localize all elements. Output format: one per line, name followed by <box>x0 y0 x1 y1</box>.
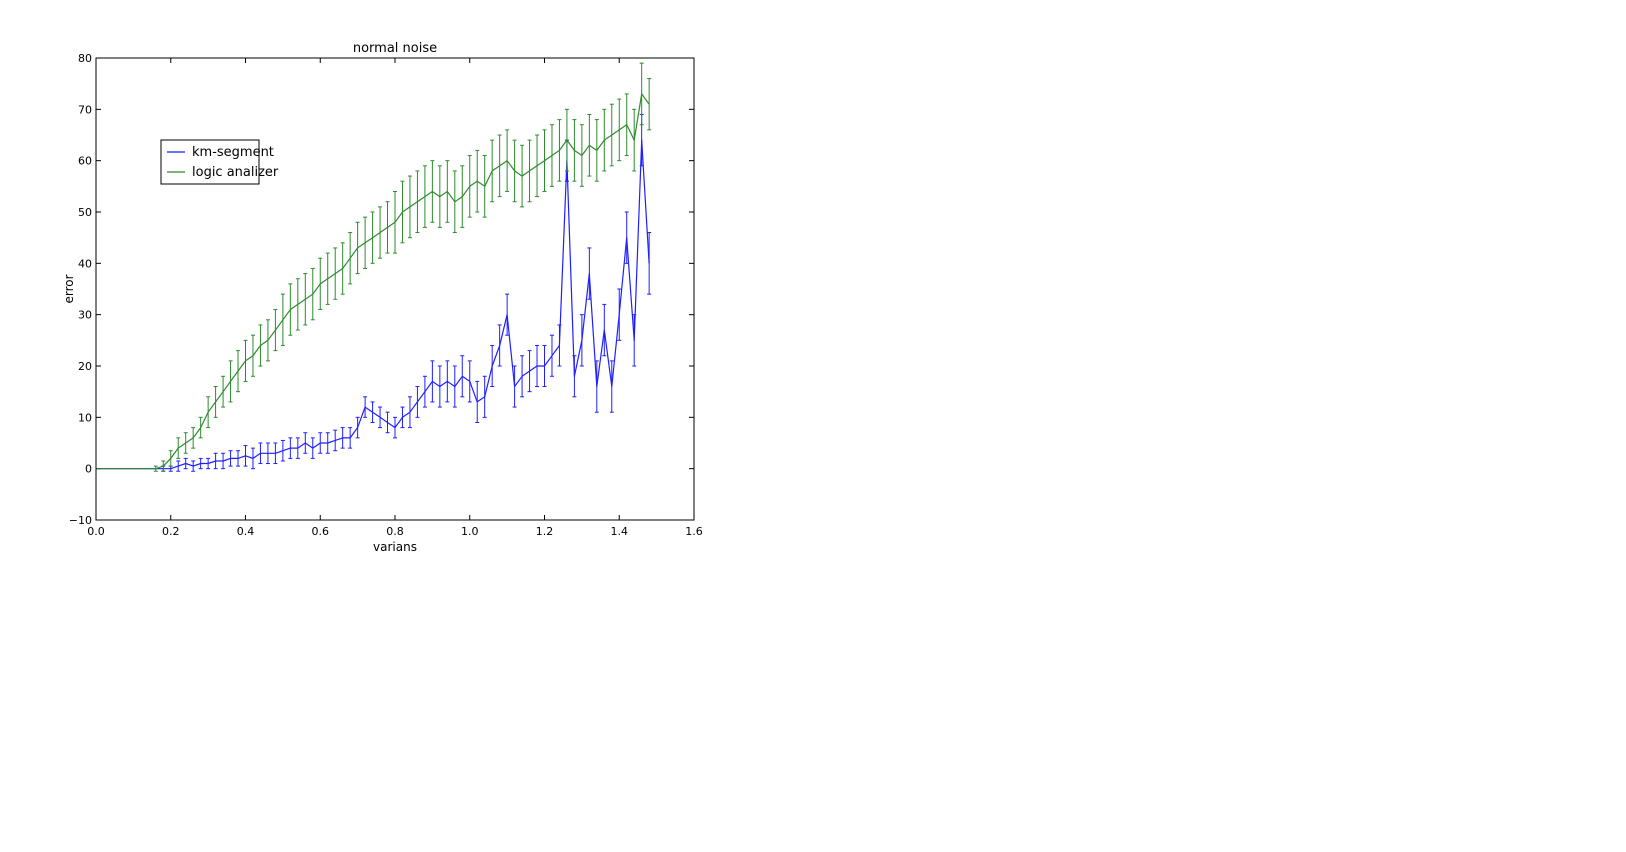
series-km-segment <box>96 113 652 472</box>
x-tick-label: 1.2 <box>536 525 554 538</box>
y-tick-label: 80 <box>78 52 92 65</box>
y-tick-label: 30 <box>78 309 92 322</box>
series-logic-analizer <box>96 62 652 472</box>
x-tick-label: 0.8 <box>386 525 404 538</box>
y-tick-label: 20 <box>78 360 92 373</box>
chart-title: normal noise <box>353 41 437 56</box>
legend-label-km-segment: km-segment <box>192 145 274 160</box>
x-tick-label: 0.0 <box>87 525 105 538</box>
y-tick-label: 0 <box>85 463 92 476</box>
x-tick-label: 1.6 <box>685 525 703 538</box>
x-tick-label: 0.6 <box>312 525 330 538</box>
x-tick-label: 0.4 <box>237 525 255 538</box>
y-tick-label: 10 <box>78 411 92 424</box>
legend-box <box>160 139 260 185</box>
x-axis-title: varians <box>373 540 417 554</box>
x-tick-label: 1.4 <box>611 525 629 538</box>
plot-frame <box>95 57 695 521</box>
series-line-km-segment <box>96 139 650 470</box>
legend-label-logic-analizer: logic analizer <box>192 165 279 180</box>
y-tick-label: 70 <box>78 103 92 116</box>
axis-ticks: 0.0 0.2 0.4 0.6 0.8 1.0 1.2 1.4 1.6 −10 0 10 20 30 40 5… <box>69 52 703 538</box>
y-axis-title: error <box>62 274 76 303</box>
y-tick-label: 50 <box>78 206 92 219</box>
plot-area <box>96 62 652 472</box>
plot-series-group <box>96 62 652 472</box>
x-tick-label: 1.0 <box>461 525 479 538</box>
x-tick-label: 0.2 <box>162 525 180 538</box>
series-line-logic-analizer <box>96 93 650 470</box>
legend: km-segment logic analizer <box>160 139 279 185</box>
y-tick-label: 60 <box>78 155 92 168</box>
y-tick-label: −10 <box>69 514 92 527</box>
y-tick-label: 40 <box>78 257 92 270</box>
